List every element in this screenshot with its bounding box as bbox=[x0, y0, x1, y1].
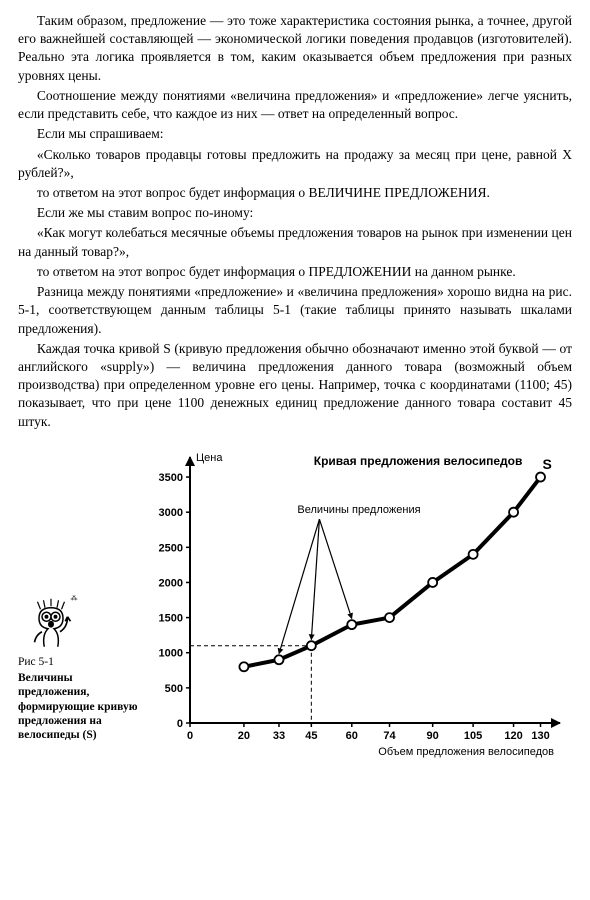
paragraph: то ответом на этот вопрос будет информац… bbox=[18, 263, 572, 281]
svg-text:1000: 1000 bbox=[159, 648, 183, 660]
svg-text:3500: 3500 bbox=[159, 472, 183, 484]
paragraph: «Сколько товаров продавцы готовы предлож… bbox=[18, 146, 572, 182]
body-text: Таким образом, предложение — это тоже ха… bbox=[18, 12, 572, 431]
svg-text:S: S bbox=[543, 456, 552, 472]
chart-svg: 0 500 1000 1500 2000 2500 3000 3500 0 20 33 45 60 74 9… bbox=[138, 445, 568, 765]
svg-text:2500: 2500 bbox=[159, 542, 183, 554]
character-cartoon-icon: ⁂ bbox=[18, 581, 138, 651]
svg-text:1500: 1500 bbox=[159, 612, 183, 624]
svg-text:105: 105 bbox=[464, 730, 482, 742]
svg-text:⁂: ⁂ bbox=[71, 594, 78, 602]
paragraph: «Как могут колебаться месячные объемы пр… bbox=[18, 224, 572, 260]
svg-text:3000: 3000 bbox=[159, 507, 183, 519]
svg-text:500: 500 bbox=[165, 683, 183, 695]
svg-text:90: 90 bbox=[427, 730, 439, 742]
svg-text:Кривая предложения велосипедов: Кривая предложения велосипедов bbox=[314, 454, 523, 468]
paragraph: Соотношение между понятиями «величина пр… bbox=[18, 87, 572, 123]
figure-area: ⁂ Рис 5-1 Величины предложения, формирую… bbox=[18, 445, 572, 765]
figure-left-column: ⁂ Рис 5-1 Величины предложения, формирую… bbox=[18, 445, 138, 765]
svg-text:2000: 2000 bbox=[159, 577, 183, 589]
svg-text:60: 60 bbox=[346, 730, 358, 742]
svg-text:120: 120 bbox=[504, 730, 522, 742]
paragraph: Каждая точка кривой S (кривую предложени… bbox=[18, 340, 572, 431]
paragraph: Если же мы ставим вопрос по-иному: bbox=[18, 204, 572, 222]
svg-text:74: 74 bbox=[383, 730, 396, 742]
svg-text:Объем предложения велосипедов: Объем предложения велосипедов bbox=[378, 746, 554, 758]
svg-text:Величины предложения: Величины предложения bbox=[297, 504, 420, 516]
page-root: Таким образом, предложение — это тоже ха… bbox=[0, 0, 590, 783]
figure-label: Рис 5-1 Величины предложения, формирующи… bbox=[18, 655, 138, 743]
supply-curve-chart: 0 500 1000 1500 2000 2500 3000 3500 0 20 33 45 60 74 9… bbox=[138, 445, 572, 765]
svg-text:20: 20 bbox=[238, 730, 250, 742]
paragraph: Если мы спрашиваем: bbox=[18, 125, 572, 143]
svg-text:45: 45 bbox=[305, 730, 317, 742]
svg-text:33: 33 bbox=[273, 730, 285, 742]
svg-text:0: 0 bbox=[187, 730, 193, 742]
paragraph: то ответом на этот вопрос будет информац… bbox=[18, 184, 572, 202]
svg-text:130: 130 bbox=[531, 730, 549, 742]
paragraph: Таким образом, предложение — это тоже ха… bbox=[18, 12, 572, 85]
figure-caption: Величины предложения, формирующие кривую… bbox=[18, 671, 138, 743]
figure-number: Рис 5-1 bbox=[18, 655, 138, 669]
paragraph: Разница между понятиями «предложение» и … bbox=[18, 283, 572, 338]
svg-text:0: 0 bbox=[177, 718, 183, 730]
svg-text:Цена: Цена bbox=[196, 452, 223, 464]
